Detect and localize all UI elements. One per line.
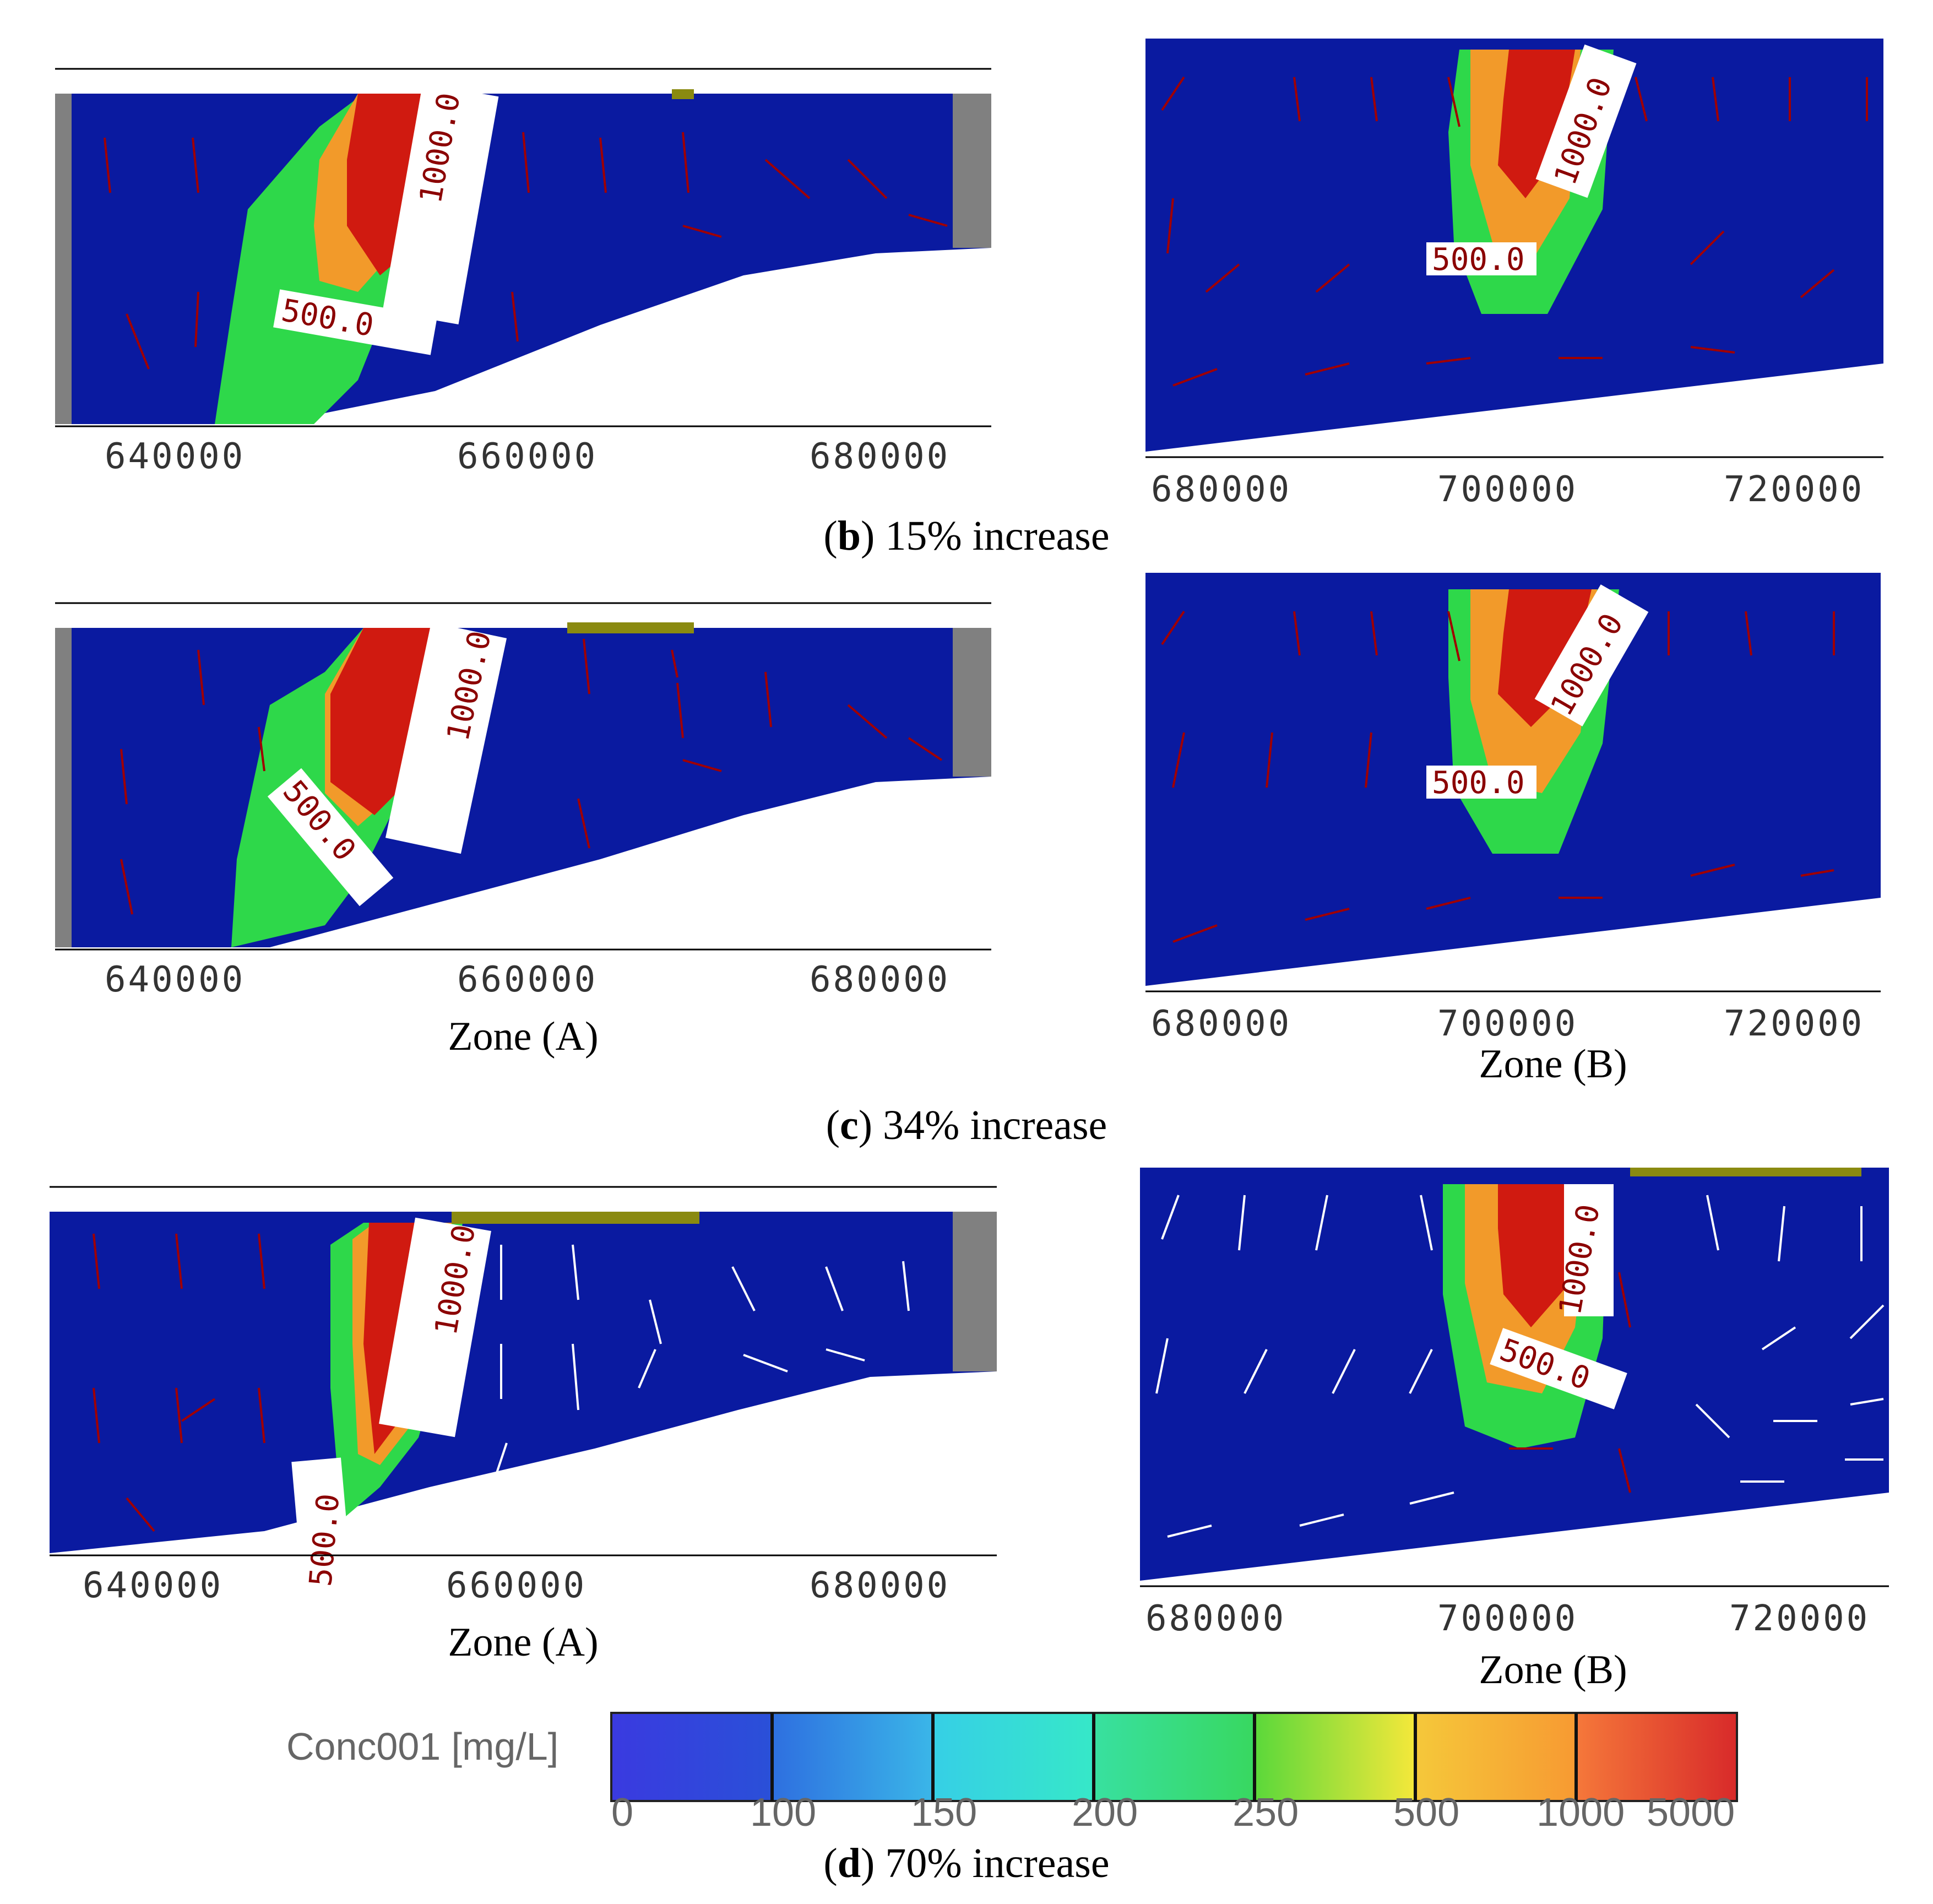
zone-a-label: Zone (A)	[448, 1014, 599, 1059]
contour-label-500: 500.0	[1432, 242, 1525, 278]
zone-a-domain	[55, 628, 991, 947]
flow-arrows-red	[93, 1233, 265, 1532]
row-c-zone-b-panel: 1000.0 500.0 680000 700000 720000	[1140, 567, 1900, 1041]
flow-arrows	[1161, 610, 1835, 943]
left-boundary	[55, 628, 72, 947]
x-tick: 660000	[457, 436, 598, 477]
left-boundary	[55, 94, 72, 424]
row-d-zone-b-panel: 1000.0 500.0 680000 700000 720000	[1134, 1162, 1905, 1636]
flow-arrows-white	[1155, 1195, 1885, 1538]
legend-tick: 250	[1232, 1791, 1299, 1829]
x-tick: 700000	[1437, 1003, 1578, 1041]
contour-label-500: 500.0	[303, 1492, 346, 1588]
legend-tick: 500	[1393, 1791, 1459, 1829]
x-tick: 680000	[1151, 469, 1291, 510]
x-tick: 700000	[1437, 469, 1578, 510]
row-c-zone-a-panel: 1000.0 500.0 640000 660000 680000	[50, 595, 997, 1019]
zone-a-domain	[50, 1212, 997, 1553]
x-tick: 640000	[83, 1565, 223, 1606]
row-d-zone-a-panel: 1000.0 500.0 640000 660000 680000	[44, 1179, 1002, 1608]
x-tick: 680000	[810, 959, 950, 1000]
right-boundary	[953, 94, 991, 248]
flow-arrows	[120, 638, 943, 915]
zone-b-label: Zone (B)	[1479, 1647, 1627, 1693]
x-tick: 680000	[810, 1565, 950, 1606]
flow-arrows	[104, 132, 948, 370]
x-tick: 680000	[1151, 1003, 1291, 1041]
legend: Conc001 [mg/L] 0 100 150 200 250 500 100…	[286, 1702, 1773, 1829]
x-tick: 660000	[457, 959, 598, 1000]
legend-tick: 150	[911, 1791, 977, 1829]
flow-arrows-white	[495, 1244, 910, 1477]
plume-red	[1498, 589, 1592, 727]
zone-b-label: Zone (B)	[1479, 1041, 1627, 1087]
legend-title: Conc001 [mg/L]	[286, 1725, 558, 1768]
legend-tick: 1000	[1536, 1791, 1625, 1829]
x-tick: 720000	[1724, 1003, 1864, 1041]
flow-arrows-red	[1509, 1272, 1631, 1493]
right-boundary	[953, 1212, 997, 1371]
legend-tick: 5000	[1647, 1791, 1735, 1829]
x-tick: 700000	[1437, 1598, 1578, 1636]
contour-label-500: 500.0	[1432, 765, 1525, 801]
plume-red	[1498, 50, 1575, 198]
x-tick: 680000	[1145, 1598, 1286, 1636]
legend-tick: 0	[611, 1791, 633, 1829]
right-boundary	[953, 628, 991, 777]
x-tick: 640000	[105, 959, 245, 1000]
caption-c: (c) 34% increase	[826, 1102, 1107, 1148]
legend-tick: 200	[1072, 1791, 1138, 1829]
row-b-zone-a-panel: 1000.0 500.0 640000 660000 680000	[50, 61, 997, 479]
x-tick: 720000	[1729, 1598, 1870, 1636]
colorbar	[610, 1712, 1738, 1802]
flow-arrows	[1161, 76, 1868, 387]
caption-d: (d) 70% increase	[823, 1840, 1110, 1886]
caption-b: (b) 15% increase	[823, 513, 1110, 559]
x-tick: 640000	[105, 436, 245, 477]
x-tick: 660000	[446, 1565, 587, 1606]
x-tick: 680000	[810, 436, 950, 477]
x-tick: 720000	[1724, 469, 1864, 510]
row-b-zone-b-panel: 1000.0 500.0 680000 700000 720000	[1140, 33, 1900, 512]
zone-a-label: Zone (A)	[448, 1620, 599, 1665]
legend-tick: 100	[750, 1791, 816, 1829]
